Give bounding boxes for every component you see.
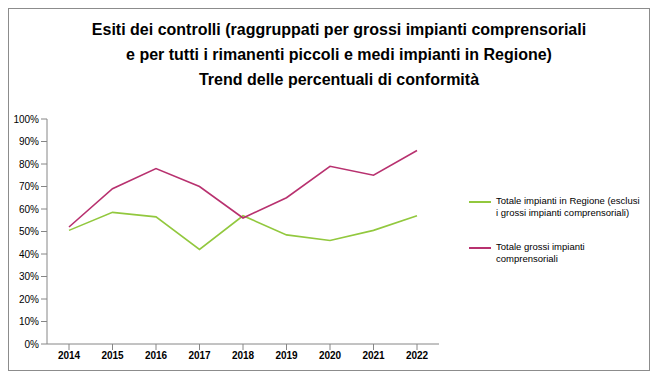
html-text:e per tutti i rimanenti piccol: e per tutti i rimanenti piccoli e medi i… bbox=[126, 46, 552, 63]
svg-text:2022: 2022 bbox=[406, 350, 429, 361]
svg-text:2014: 2014 bbox=[58, 350, 81, 361]
svg-text:100%: 100% bbox=[13, 114, 39, 125]
svg-text:70%: 70% bbox=[19, 181, 39, 192]
svg-text:30%: 30% bbox=[19, 271, 39, 282]
svg-text:2019: 2019 bbox=[275, 350, 298, 361]
svg-text:0%: 0% bbox=[25, 339, 40, 350]
svg-text:10%: 10% bbox=[19, 316, 39, 327]
svg-text:40%: 40% bbox=[19, 249, 39, 260]
html-text:Esiti dei controlli (raggruppa: Esiti dei controlli (raggruppati per gro… bbox=[91, 21, 587, 38]
svg-text:2015: 2015 bbox=[101, 350, 124, 361]
html-text:Trend delle percentuali di con: Trend delle percentuali di conformità bbox=[199, 71, 479, 88]
svg-text:2016: 2016 bbox=[145, 350, 168, 361]
svg-text:80%: 80% bbox=[19, 159, 39, 170]
svg-text:50%: 50% bbox=[19, 226, 39, 237]
svg-text:2020: 2020 bbox=[319, 350, 342, 361]
html-text:Totale grossi impianti compren: Totale grossi impianti comprensoriali bbox=[496, 241, 585, 264]
svg-text:90%: 90% bbox=[19, 136, 39, 147]
svg-text:2021: 2021 bbox=[362, 350, 385, 361]
svg-text:2018: 2018 bbox=[232, 350, 255, 361]
html-text:Totale impianti in Regione (es: Totale impianti in Regione (esclusi i gr… bbox=[496, 195, 640, 218]
svg-text:2017: 2017 bbox=[188, 350, 211, 361]
svg-text:60%: 60% bbox=[19, 204, 39, 215]
svg-text:20%: 20% bbox=[19, 294, 39, 305]
